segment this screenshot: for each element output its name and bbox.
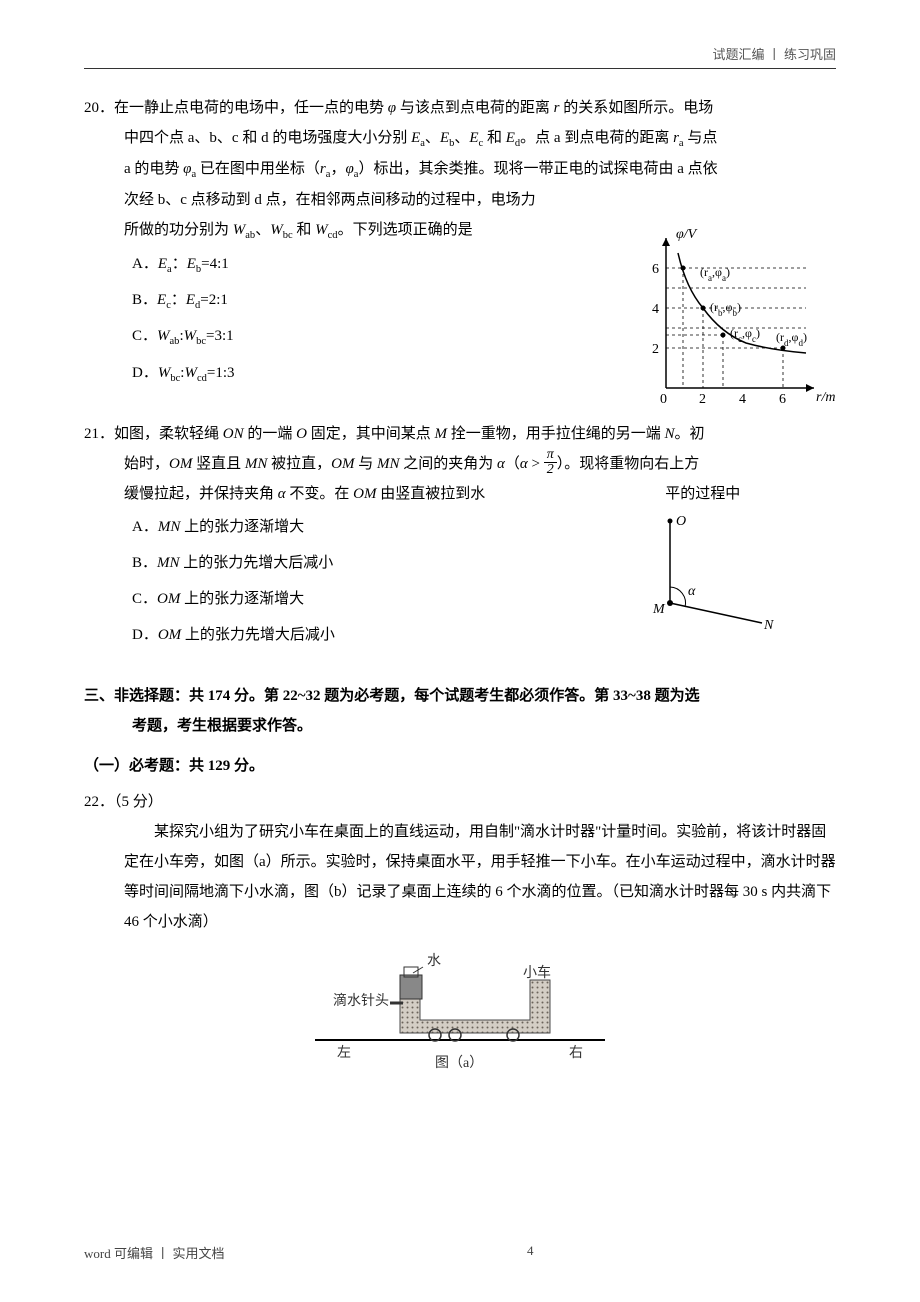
ytick-4: 4: [652, 302, 659, 317]
q20-line4: 次经 b、c 点移动到 d 点，在相邻两点间移动的过程中，电场力: [124, 185, 836, 215]
ytick-2: 2: [652, 342, 659, 357]
xtick-4: 4: [739, 392, 746, 407]
y-arrow: [662, 238, 670, 246]
frac-d: 2: [544, 463, 557, 477]
section3-header-l2: 考题，考生根据要求作答。: [84, 711, 836, 741]
header-divider: [84, 68, 836, 69]
q20-line2: 中四个点 a、b、c 和 d 的电场强度大小分别 Ea、Eb、Ec 和 Ed。点…: [124, 123, 836, 154]
q22-points: （5 分）: [114, 794, 163, 810]
xtick-6: 6: [779, 392, 786, 407]
tick-0: 0: [660, 392, 667, 407]
q20-line1: 在一静止点电荷的电场中，任一点的电势 φ 与该点到点电荷的距离 r 的关系如图所…: [114, 100, 713, 116]
q21-line2: 始时，OM 竖直且 MN 被拉直，OM 与 MN 之间的夹角为 α（α > π2…: [124, 449, 836, 479]
question-20: 20．在一静止点电荷的电场中，任一点的电势 φ 与该点到点电荷的距离 r 的关系…: [84, 93, 836, 391]
point-a: [681, 266, 686, 271]
label-M: M: [652, 602, 666, 617]
footer-left: word 可编辑 丨 实用文档: [84, 1243, 224, 1262]
section3-sub: （一）必考题：共 129 分。: [84, 751, 836, 781]
label-caption: 图（a）: [435, 1055, 483, 1071]
q21-number: 21．: [84, 426, 114, 442]
point-b: [701, 306, 706, 311]
frac-n: π: [544, 448, 557, 463]
label-left: 左: [337, 1045, 351, 1061]
point-a-label: (ra,φa): [700, 265, 730, 283]
q22-figure: 水 小车 滴水针头 左 右 图（a）: [84, 945, 836, 1086]
label-alpha: α: [688, 584, 696, 599]
node-M: [667, 600, 673, 606]
q20-chart: φ/V r/m 0 2 4 6 2 4 6: [636, 223, 836, 413]
header-right: 试题汇编 丨 练习巩固: [712, 44, 836, 63]
q20-line3: a 的电势 φa 已在图中用坐标（ra，φa）标出，其余类推。现将一带正电的试探…: [124, 154, 836, 185]
label-right: 右: [569, 1045, 583, 1061]
point-b-label: (rb,φb): [710, 300, 741, 318]
section3-header: 三、非选择题：共 174 分。第 22~32 题为必考题，每个试题考生都必须作答…: [84, 681, 836, 741]
label-water: 水: [427, 953, 441, 969]
content-area: 20．在一静止点电荷的电场中，任一点的电势 φ 与该点到点电荷的距离 r 的关系…: [84, 93, 836, 1086]
q22-paragraph: 某探究小组为了研究小车在桌面上的直线运动，用自制"滴水计时器"计量时间。实验前，…: [84, 817, 836, 937]
question-22: 22．（5 分） 某探究小组为了研究小车在桌面上的直线运动，用自制"滴水计时器"…: [84, 787, 836, 1086]
line-MN: [670, 603, 762, 623]
label-O: O: [676, 514, 686, 529]
section3-header-l1: 三、非选择题：共 174 分。第 22~32 题为必考题，每个试题考生都必须作答…: [84, 681, 836, 711]
label-car: 小车: [523, 964, 551, 981]
q22-number: 22．: [84, 794, 114, 810]
q21-body: 始时，OM 竖直且 MN 被拉直，OM 与 MN 之间的夹角为 α（α > π2…: [84, 449, 836, 509]
q21-line1: 如图，柔软轻绳 ON 的一端 O 固定，其中间某点 M 拴一重物，用手拉住绳的另…: [114, 426, 705, 442]
label-N: N: [763, 618, 774, 633]
chart-ylabel: φ/V: [676, 227, 698, 242]
chart-xlabel: r/m: [816, 390, 835, 405]
point-c: [721, 333, 726, 338]
footer: word 可编辑 丨 实用文档 4: [84, 1243, 836, 1262]
q21-line3: 缓慢拉起，并保持夹角 α 不变。在 OM 由竖直被拉到水平的过程中: [124, 479, 836, 509]
point-d-label: (rd,φd): [776, 330, 807, 348]
timer-box: [400, 975, 422, 999]
point-c-label: (rc,φc): [730, 326, 760, 344]
node-O: [668, 518, 673, 523]
q21-diagram: O M N α: [632, 513, 782, 633]
ytick-6: 6: [652, 262, 659, 277]
label-needle: 滴水针头: [333, 992, 389, 1009]
question-21: 21．如图，柔软轻绳 ON 的一端 O 固定，其中间某点 M 拴一重物，用手拉住…: [84, 419, 836, 653]
x-arrow: [806, 384, 814, 392]
q22-svg: 水 小车 滴水针头 左 右 图（a）: [305, 945, 615, 1075]
xtick-2: 2: [699, 392, 706, 407]
q20-number: 20．: [84, 100, 114, 116]
